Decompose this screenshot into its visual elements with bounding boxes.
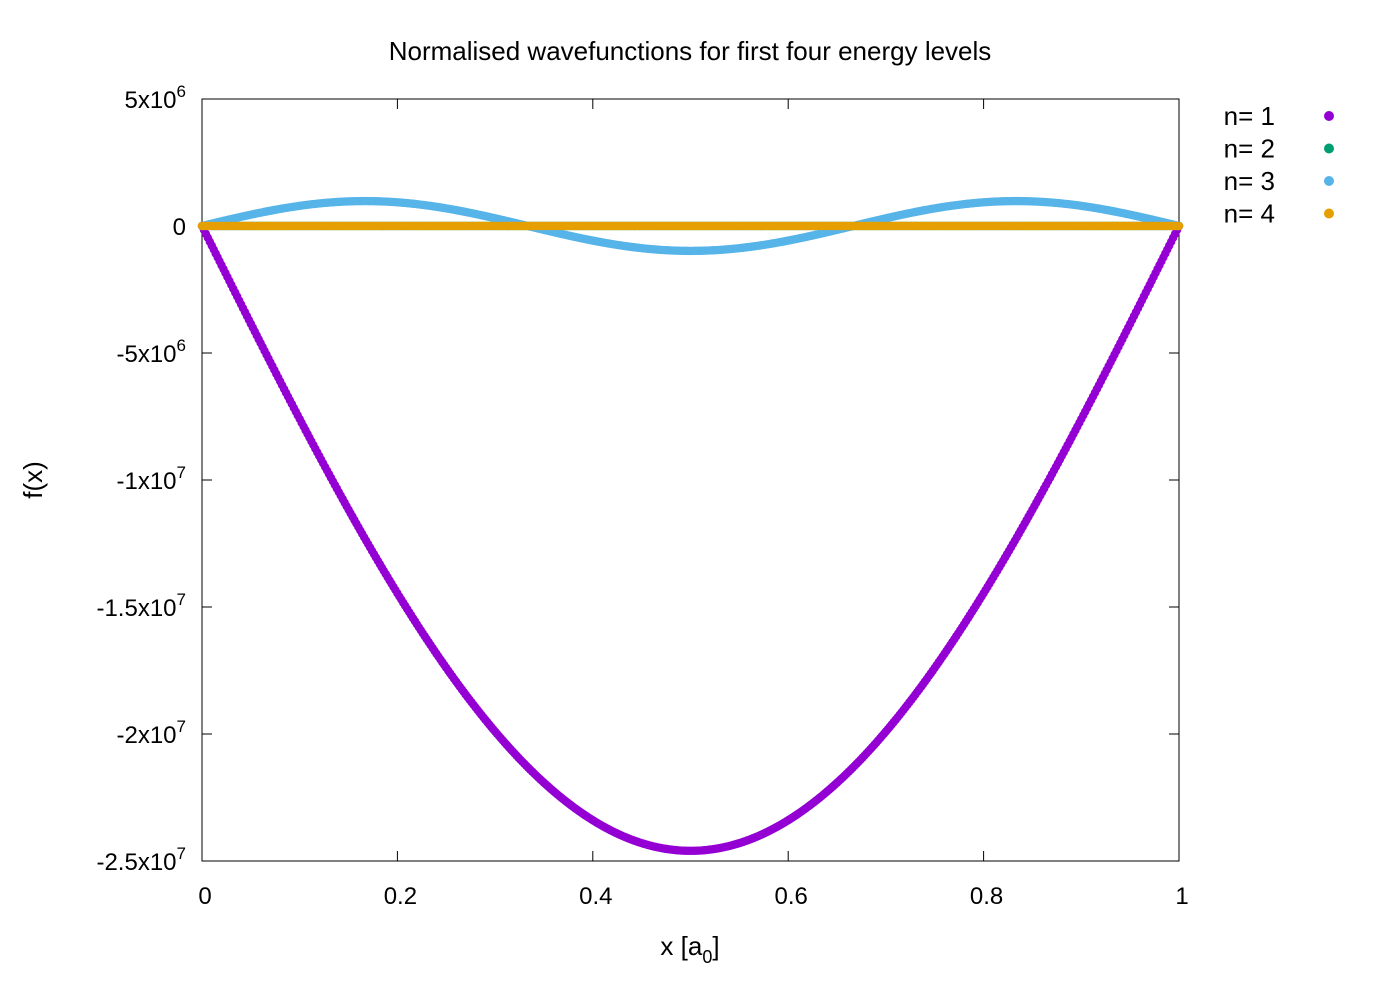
x-tick-label: 1 <box>1175 883 1188 910</box>
x-tick-label: 0.2 <box>384 883 417 910</box>
y-tick-label: -5x106 <box>116 336 186 368</box>
x-tick-label: 0 <box>198 883 211 910</box>
legend: n= 1n= 2n= 3n= 4 <box>1224 101 1334 229</box>
y-tick-label: -1.5x107 <box>96 590 186 622</box>
chart-title: Normalised wavefunctions for first four … <box>389 36 992 66</box>
y-tick-label: -2.5x107 <box>96 844 186 876</box>
y-axis-label: f(x) <box>18 461 48 499</box>
y-tick-label: -2x107 <box>116 717 186 749</box>
legend-marker <box>1324 176 1334 186</box>
data-point <box>1174 221 1184 231</box>
x-tick-label: 0.8 <box>970 883 1003 910</box>
x-axis-label: x [a0] <box>660 931 719 967</box>
x-tick-label: 0.6 <box>775 883 808 910</box>
x-axis-ticks: 0 0.2 0.4 0.6 0.8 1 <box>198 99 1189 910</box>
legend-label: n= 2 <box>1224 134 1275 164</box>
y-tick-label: 5x106 <box>124 82 186 114</box>
series-n-1 <box>197 221 1184 856</box>
series-layer <box>197 196 1184 856</box>
plot-frame <box>201 98 1180 862</box>
legend-label: n= 1 <box>1224 101 1275 131</box>
y-tick-label: -1x107 <box>116 463 186 495</box>
y-tick-label: 0 <box>173 214 186 241</box>
legend-label: n= 4 <box>1224 199 1275 229</box>
legend-label: n= 3 <box>1224 166 1275 196</box>
y-axis-ticks: 5x106 0 -5x106 -1x107 -1.5x107 -2x107 -2.5x107 <box>96 82 1179 876</box>
x-tick-label: 0.4 <box>579 883 612 910</box>
legend-marker <box>1324 111 1334 121</box>
legend-marker <box>1324 208 1334 219</box>
legend-marker <box>1324 143 1334 154</box>
series-n-4 <box>197 221 1184 231</box>
